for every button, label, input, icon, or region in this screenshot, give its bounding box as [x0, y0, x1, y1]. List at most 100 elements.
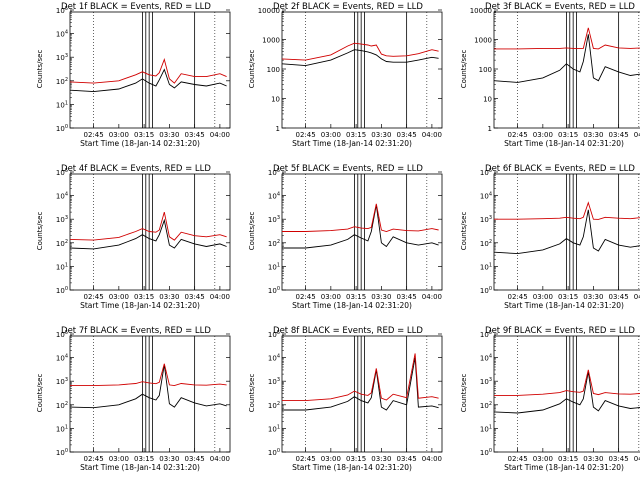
- y-axis-label: Counts/sec: [36, 50, 44, 89]
- x-tick-label: 04:00: [422, 455, 442, 463]
- chart-title: Det 8f BLACK = Events, RED = LLD: [273, 326, 423, 336]
- x-tick-label: 03:00: [321, 131, 341, 139]
- x-tick-label: 04:00: [634, 293, 640, 301]
- plot-frame: [493, 11, 640, 129]
- x-axis-label: Start Time (18-Jan-14 02:31:20): [504, 301, 624, 310]
- y-tick-label: 1000: [262, 37, 280, 45]
- chart-title: Det 1f BLACK = Events, RED = LLD: [61, 2, 211, 12]
- x-tick-label: 02:45: [295, 293, 315, 301]
- x-axis-label: Start Time (18-Jan-14 02:31:20): [80, 301, 200, 310]
- x-tick-label: 03:15: [558, 455, 578, 463]
- x-tick-label: 02:45: [295, 455, 315, 463]
- y-tick-label: 100: [268, 448, 280, 457]
- chart-title: Det 4f BLACK = Events, RED = LLD: [61, 164, 211, 174]
- x-tick-label: 03:45: [609, 293, 629, 301]
- y-tick-label: 102: [56, 239, 68, 248]
- chart-panel-6: Det 6f BLACK = Events, RED = LLD 100 101 10…: [460, 164, 640, 310]
- chart-title: Det 7f BLACK = Events, RED = LLD: [61, 326, 211, 336]
- y-tick-label: 102: [268, 401, 280, 410]
- y-tick-label: 100: [480, 286, 492, 295]
- x-tick-label: 03:15: [134, 131, 154, 139]
- x-tick-label: 03:45: [397, 293, 417, 301]
- series-line-events: [69, 68, 227, 93]
- chart-panel-5: Det 5f BLACK = Events, RED = LLD 100 101 10…: [248, 164, 443, 310]
- x-axis-label: Start Time (18-Jan-14 02:31:20): [504, 139, 624, 148]
- y-tick-label: 1: [276, 125, 280, 133]
- y-tick-label: 104: [56, 30, 68, 39]
- x-tick-label: 02:45: [507, 131, 527, 139]
- x-tick-label: 03:30: [159, 455, 179, 463]
- y-tick-label: 10: [271, 96, 280, 104]
- y-tick-label: 101: [480, 262, 492, 271]
- y-tick-label: 100: [56, 448, 68, 457]
- x-tick-label: 04:00: [210, 293, 230, 301]
- y-axis-label: Counts/sec: [248, 50, 256, 89]
- y-tick-label: 101: [56, 100, 68, 109]
- x-tick-label: 03:00: [109, 131, 129, 139]
- x-axis-label: Start Time (18-Jan-14 02:31:20): [80, 139, 200, 148]
- y-tick-label: 100: [480, 448, 492, 457]
- y-tick-label: 101: [480, 424, 492, 433]
- y-axis-label: Counts/sec: [248, 374, 256, 413]
- y-tick-label: 100: [56, 286, 68, 295]
- series-line-events: [69, 218, 227, 250]
- y-axis-label: Counts/sec: [248, 212, 256, 251]
- y-tick-label: 104: [268, 192, 280, 201]
- y-tick-label: 105: [56, 330, 68, 339]
- y-tick-label: 102: [480, 239, 492, 248]
- y-tick-label: 101: [268, 262, 280, 271]
- x-tick-label: 02:45: [507, 455, 527, 463]
- series-line-events: [493, 34, 640, 83]
- series-line-lld: [69, 211, 227, 241]
- y-tick-label: 104: [480, 354, 492, 363]
- series-line-lld: [281, 42, 439, 61]
- x-tick-label: 03:45: [397, 131, 417, 139]
- x-tick-label: 03:15: [134, 455, 154, 463]
- plot-frame: [69, 173, 231, 291]
- x-tick-label: 03:30: [371, 293, 391, 301]
- x-tick-label: 04:00: [422, 131, 442, 139]
- plot-frame: [281, 11, 443, 129]
- y-axis-label: Counts/sec: [36, 212, 44, 251]
- y-tick-label: 100: [479, 66, 492, 74]
- series-line-events: [282, 204, 439, 249]
- y-tick-label: 103: [56, 377, 68, 386]
- x-tick-label: 03:15: [558, 293, 578, 301]
- plot-frame: [493, 335, 640, 453]
- y-tick-label: 105: [268, 330, 280, 339]
- x-tick-label: 03:45: [185, 131, 205, 139]
- y-tick-label: 105: [268, 168, 280, 177]
- y-tick-label: 104: [56, 192, 68, 201]
- y-tick-label: 1: [488, 125, 492, 133]
- x-tick-label: 03:00: [533, 455, 553, 463]
- x-tick-label: 03:00: [109, 455, 129, 463]
- x-tick-label: 03:15: [134, 293, 154, 301]
- x-tick-label: 03:00: [321, 455, 341, 463]
- series-line-events: [493, 371, 640, 414]
- y-axis-label: Counts/sec: [460, 212, 468, 251]
- x-tick-label: 03:15: [346, 455, 366, 463]
- y-tick-label: 103: [268, 215, 280, 224]
- y-tick-label: 10000: [258, 7, 280, 15]
- x-tick-label: 02:45: [295, 131, 315, 139]
- series-line-lld: [282, 353, 439, 402]
- x-tick-label: 04:00: [634, 455, 640, 463]
- chart-panel-1: Det 1f BLACK = Events, RED = LLD 100 101 10…: [36, 2, 231, 148]
- x-tick-label: 03:00: [533, 293, 553, 301]
- x-tick-label: 04:00: [210, 455, 230, 463]
- x-axis-label: Start Time (18-Jan-14 02:31:20): [292, 463, 412, 472]
- plot-frame: [69, 335, 231, 453]
- chart-panel-8: Det 8f BLACK = Events, RED = LLD 100 101 10…: [248, 326, 443, 472]
- x-tick-label: 04:00: [634, 131, 640, 139]
- x-tick-label: 03:00: [533, 131, 553, 139]
- x-tick-label: 02:45: [83, 131, 103, 139]
- chart-panel-3: Det 3f BLACK = Events, RED = LLD 1 10 100 10…: [460, 2, 640, 148]
- y-tick-label: 105: [56, 6, 68, 15]
- x-tick-label: 03:45: [185, 293, 205, 301]
- x-tick-label: 03:30: [583, 293, 603, 301]
- x-axis-label: Start Time (18-Jan-14 02:31:20): [504, 463, 624, 472]
- y-tick-label: 104: [268, 354, 280, 363]
- y-tick-label: 103: [480, 377, 492, 386]
- series-line-lld: [494, 369, 640, 396]
- x-tick-label: 04:00: [210, 131, 230, 139]
